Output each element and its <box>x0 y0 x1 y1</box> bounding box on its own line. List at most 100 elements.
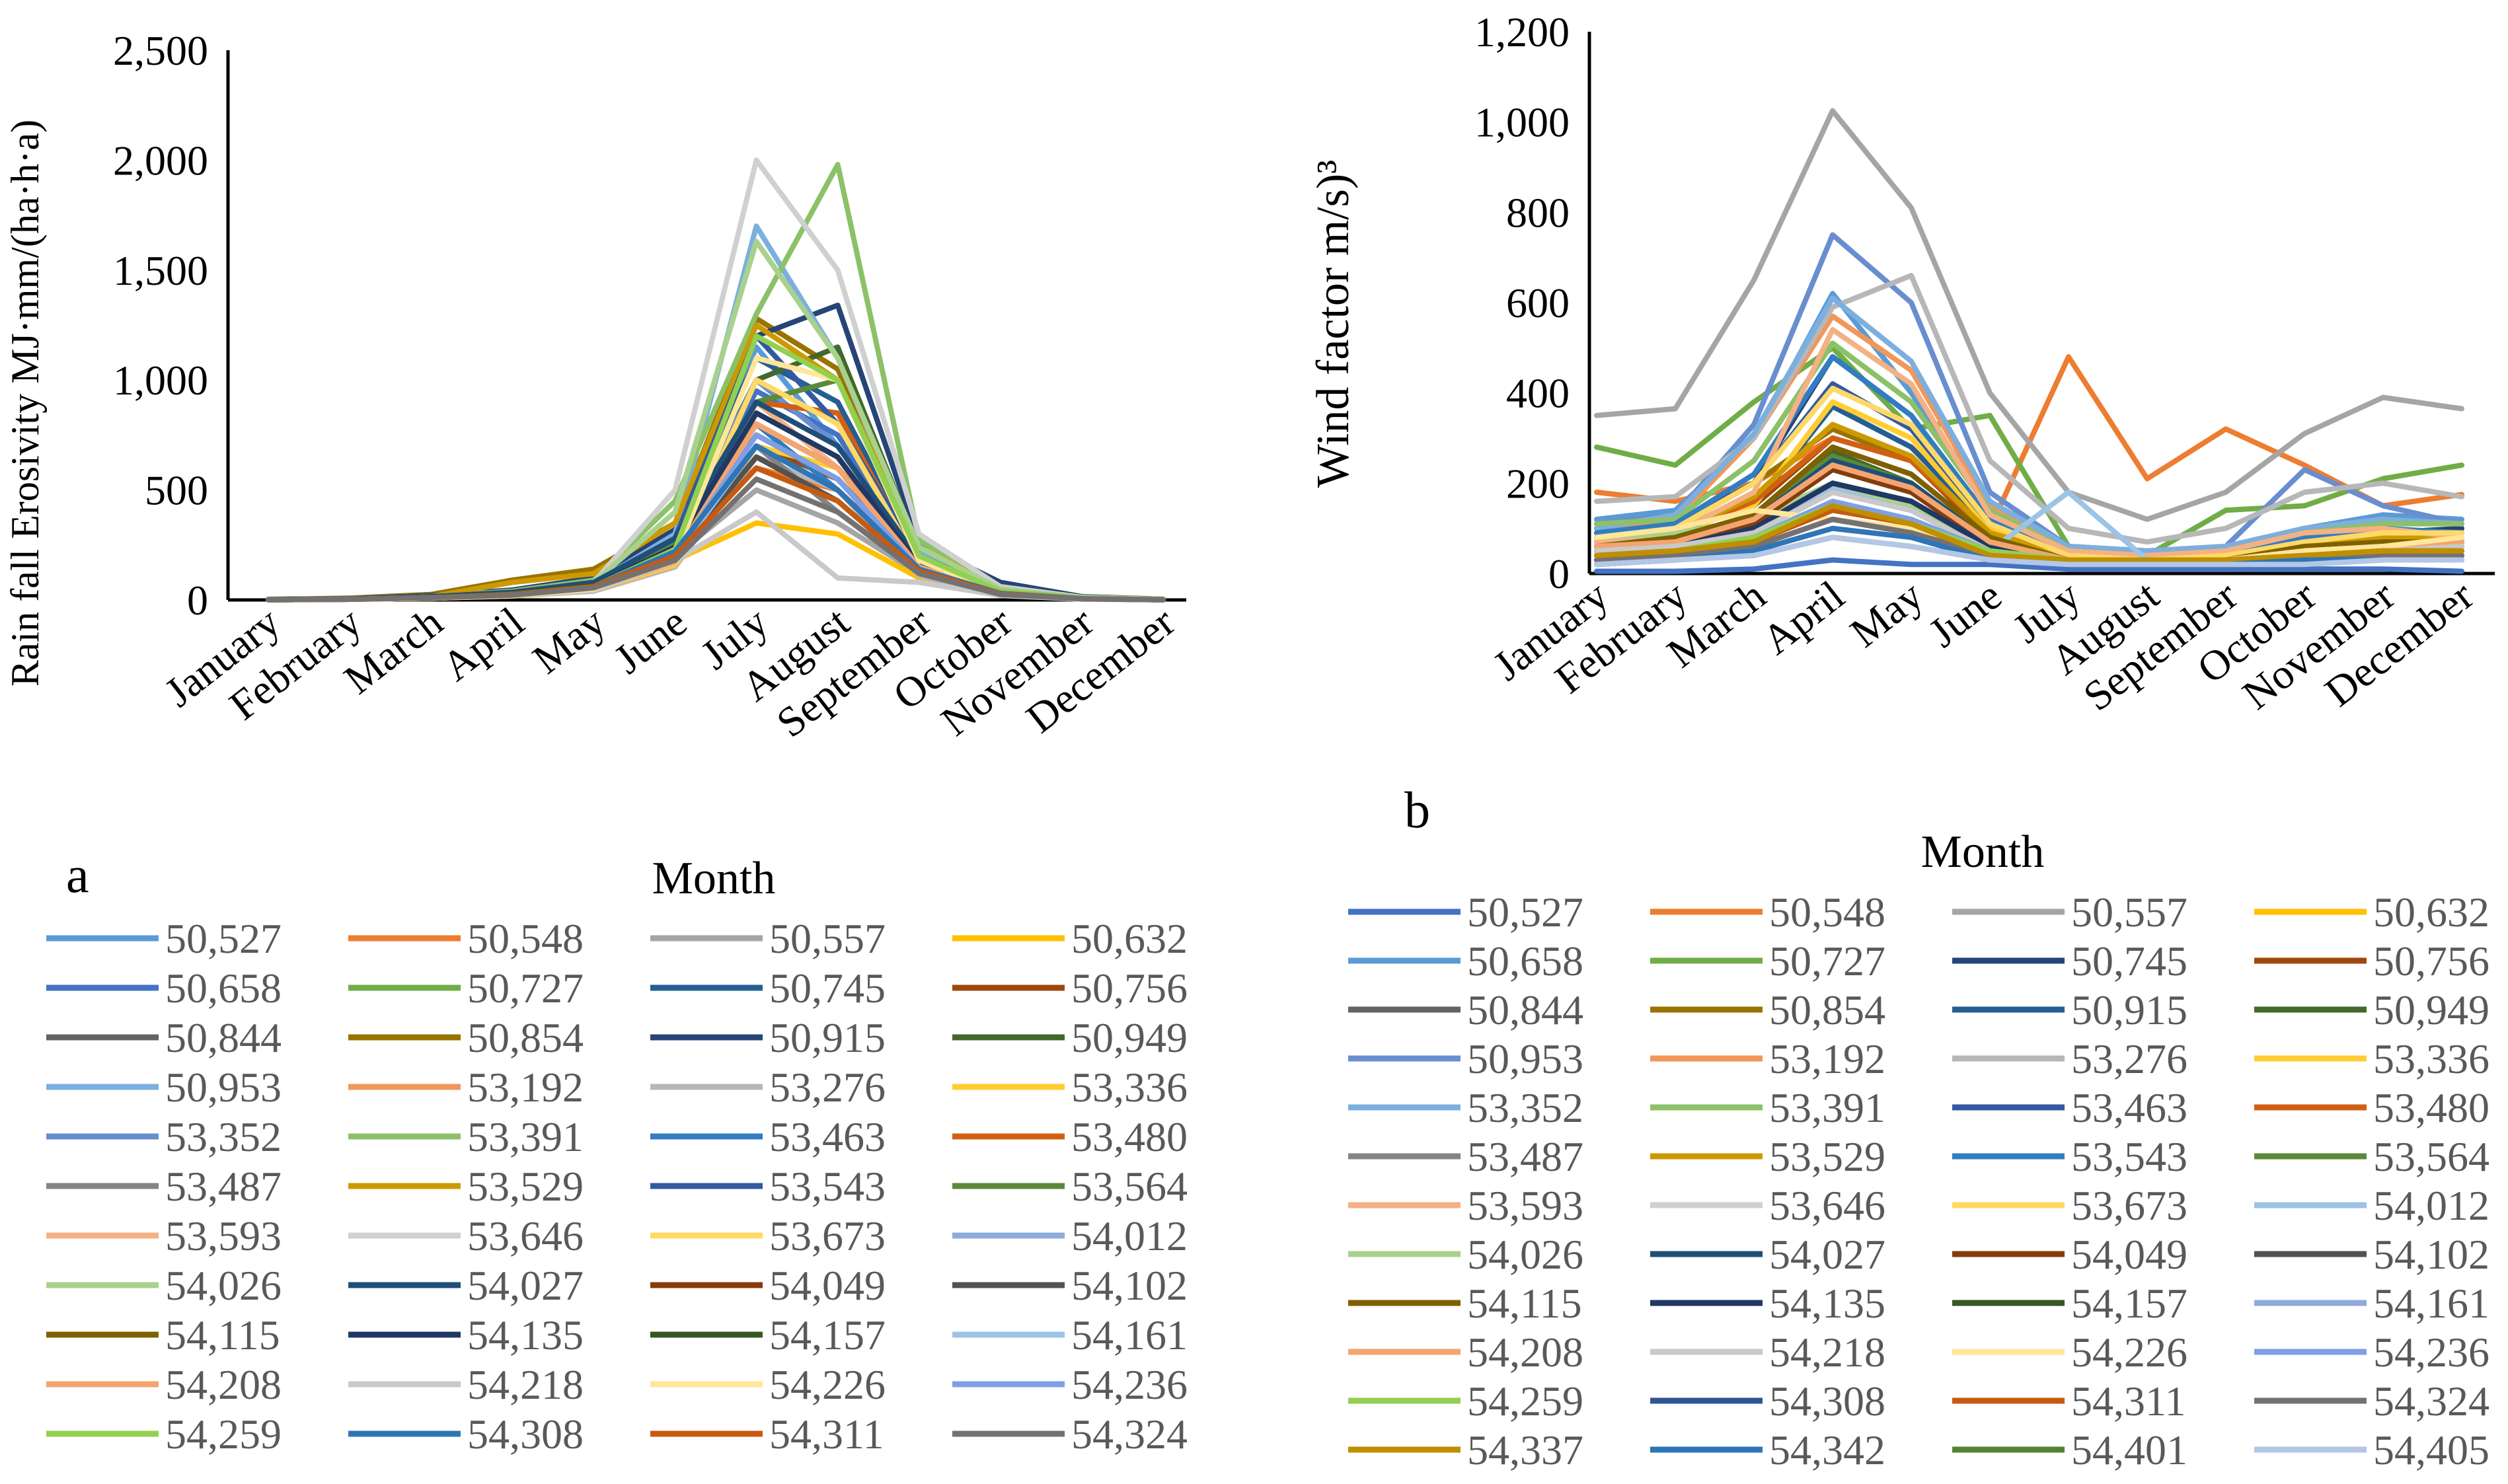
legend-entry: 50,844 <box>165 1014 282 1061</box>
legend-entry: 50,658 <box>165 965 282 1012</box>
legend-entry: 54,049 <box>769 1262 886 1309</box>
legend-entry: 54,311 <box>769 1411 884 1458</box>
legend-entry: 54,161 <box>1071 1312 1188 1358</box>
legend-entry: 54,308 <box>1769 1378 1885 1425</box>
legend-entry: 50,527 <box>1467 889 1583 936</box>
panel-label-a: a <box>66 846 89 903</box>
legend-entry: 53,391 <box>1769 1084 1885 1131</box>
legend-entry: 50,756 <box>2373 938 2489 984</box>
x-tick-label: April <box>1753 572 1852 663</box>
legend-entry: 53,487 <box>165 1163 282 1210</box>
y-tick-label: 0 <box>1548 550 1570 597</box>
legend-entry: 53,487 <box>1467 1133 1583 1180</box>
legend-entry: 50,953 <box>165 1064 282 1111</box>
legend-entry: 54,208 <box>1467 1329 1583 1376</box>
y-tick-label: 400 <box>1506 370 1570 417</box>
series-line <box>1594 385 2464 563</box>
y-tick-label: 2,500 <box>113 27 208 74</box>
legend-entry: 53,276 <box>769 1064 886 1111</box>
legend-entry: 54,135 <box>1769 1280 1885 1327</box>
legend-entry: 54,102 <box>2373 1231 2489 1278</box>
x-tick-label: May <box>1841 572 1931 656</box>
legend-entry: 50,527 <box>165 915 282 962</box>
legend-entry: 53,391 <box>467 1113 584 1160</box>
legend-entry: 53,463 <box>769 1113 886 1160</box>
y-tick-label: 2,000 <box>113 137 208 184</box>
legend-entry: 54,324 <box>1071 1411 1188 1458</box>
legend-entry: 50,548 <box>1769 889 1885 936</box>
legend-entry: 54,049 <box>2071 1231 2187 1278</box>
legend-entry: 54,259 <box>165 1411 282 1458</box>
x-axis-label: Month <box>652 853 776 904</box>
legend-entry: 50,557 <box>769 915 886 962</box>
legend-entry: 53,276 <box>2071 1035 2187 1082</box>
legend-entry: 50,844 <box>1467 986 1583 1033</box>
chart-panel-b: 02004006008001,0001,200JanuaryFebruaryMa… <box>1308 9 2495 1473</box>
legend-entry: 53,336 <box>2373 1035 2489 1082</box>
series-line <box>1594 327 2464 558</box>
legend-entry: 53,336 <box>1071 1064 1188 1111</box>
chart-panel-a: 05001,0001,5002,0002,500JanuaryFebruaryM… <box>3 27 1188 1458</box>
legend-entry: 54,236 <box>2373 1329 2489 1376</box>
legend-entry: 50,632 <box>1071 915 1188 962</box>
x-tick-label: June <box>1920 572 2010 656</box>
legend-entry: 54,405 <box>2373 1427 2489 1473</box>
legend-entry: 54,236 <box>1071 1361 1188 1408</box>
legend-entry: 54,115 <box>165 1312 280 1358</box>
legend-entry: 53,564 <box>2373 1133 2489 1180</box>
legend-entry: 54,226 <box>769 1361 886 1408</box>
legend: 50,527 50,548 50,557 50,632 50,658 50,727 50,7… <box>46 915 1188 1458</box>
y-tick-label: 1,500 <box>113 247 208 294</box>
series-line <box>266 476 1166 603</box>
legend-entry: 50,854 <box>1769 986 1885 1033</box>
series-line <box>1594 503 2464 563</box>
legend-entry: 50,915 <box>769 1014 886 1061</box>
legend-entry: 53,673 <box>769 1212 886 1259</box>
legend-entry: 50,915 <box>2071 986 2187 1033</box>
legend-entry: 54,026 <box>165 1262 282 1309</box>
legend-entry: 50,632 <box>2373 889 2489 936</box>
legend: 50,527 50,548 50,557 50,632 50,658 50,727 50,7… <box>1348 889 2489 1473</box>
legend-entry: 50,953 <box>1467 1035 1583 1082</box>
legend-entry: 53,529 <box>467 1163 584 1210</box>
legend-entry: 53,646 <box>1769 1182 1885 1229</box>
legend-entry: 53,352 <box>1467 1084 1583 1131</box>
y-tick-label: 500 <box>145 467 208 514</box>
legend-entry: 53,529 <box>1769 1133 1885 1180</box>
legend-entry: 54,157 <box>769 1312 886 1358</box>
legend-entry: 54,161 <box>2373 1280 2489 1327</box>
legend-entry: 54,308 <box>467 1411 584 1458</box>
legend-entry: 53,543 <box>2071 1133 2187 1180</box>
legend-entry: 54,026 <box>1467 1231 1583 1278</box>
legend-entry: 53,543 <box>769 1163 886 1210</box>
y-tick-label: 600 <box>1506 279 1570 326</box>
y-tick-label: 1,000 <box>1474 99 1570 146</box>
legend-entry: 50,745 <box>769 965 886 1012</box>
y-tick-label: 1,200 <box>1474 9 1570 56</box>
legend-entry: 54,324 <box>2373 1378 2489 1425</box>
legend-entry: 54,401 <box>2071 1427 2187 1473</box>
legend-entry: 54,218 <box>467 1361 584 1408</box>
legend-entry: 54,027 <box>467 1262 584 1309</box>
y-tick-label: 1,000 <box>113 357 208 404</box>
x-tick-label: June <box>605 598 695 683</box>
legend-entry: 54,311 <box>2071 1378 2186 1425</box>
series-line <box>1594 535 2464 568</box>
legend-entry: 54,342 <box>1769 1427 1885 1473</box>
legend-entry: 54,135 <box>467 1312 584 1358</box>
legend-entry: 50,756 <box>1071 965 1188 1012</box>
x-axis-label: Month <box>1921 827 2045 877</box>
panel-label-b: b <box>1404 781 1430 838</box>
legend-entry: 53,593 <box>1467 1182 1583 1229</box>
series-line <box>1594 557 2464 574</box>
legend-entry: 54,218 <box>1769 1329 1885 1376</box>
series-line <box>1594 345 2464 558</box>
legend-entry: 54,157 <box>2071 1280 2187 1327</box>
legend-entry: 50,557 <box>2071 889 2187 936</box>
legend-entry: 54,027 <box>1769 1231 1885 1278</box>
legend-entry: 53,646 <box>467 1212 584 1259</box>
legend-entry: 50,949 <box>2373 986 2489 1033</box>
legend-entry: 50,727 <box>1769 938 1885 984</box>
series-line <box>1594 108 2464 522</box>
